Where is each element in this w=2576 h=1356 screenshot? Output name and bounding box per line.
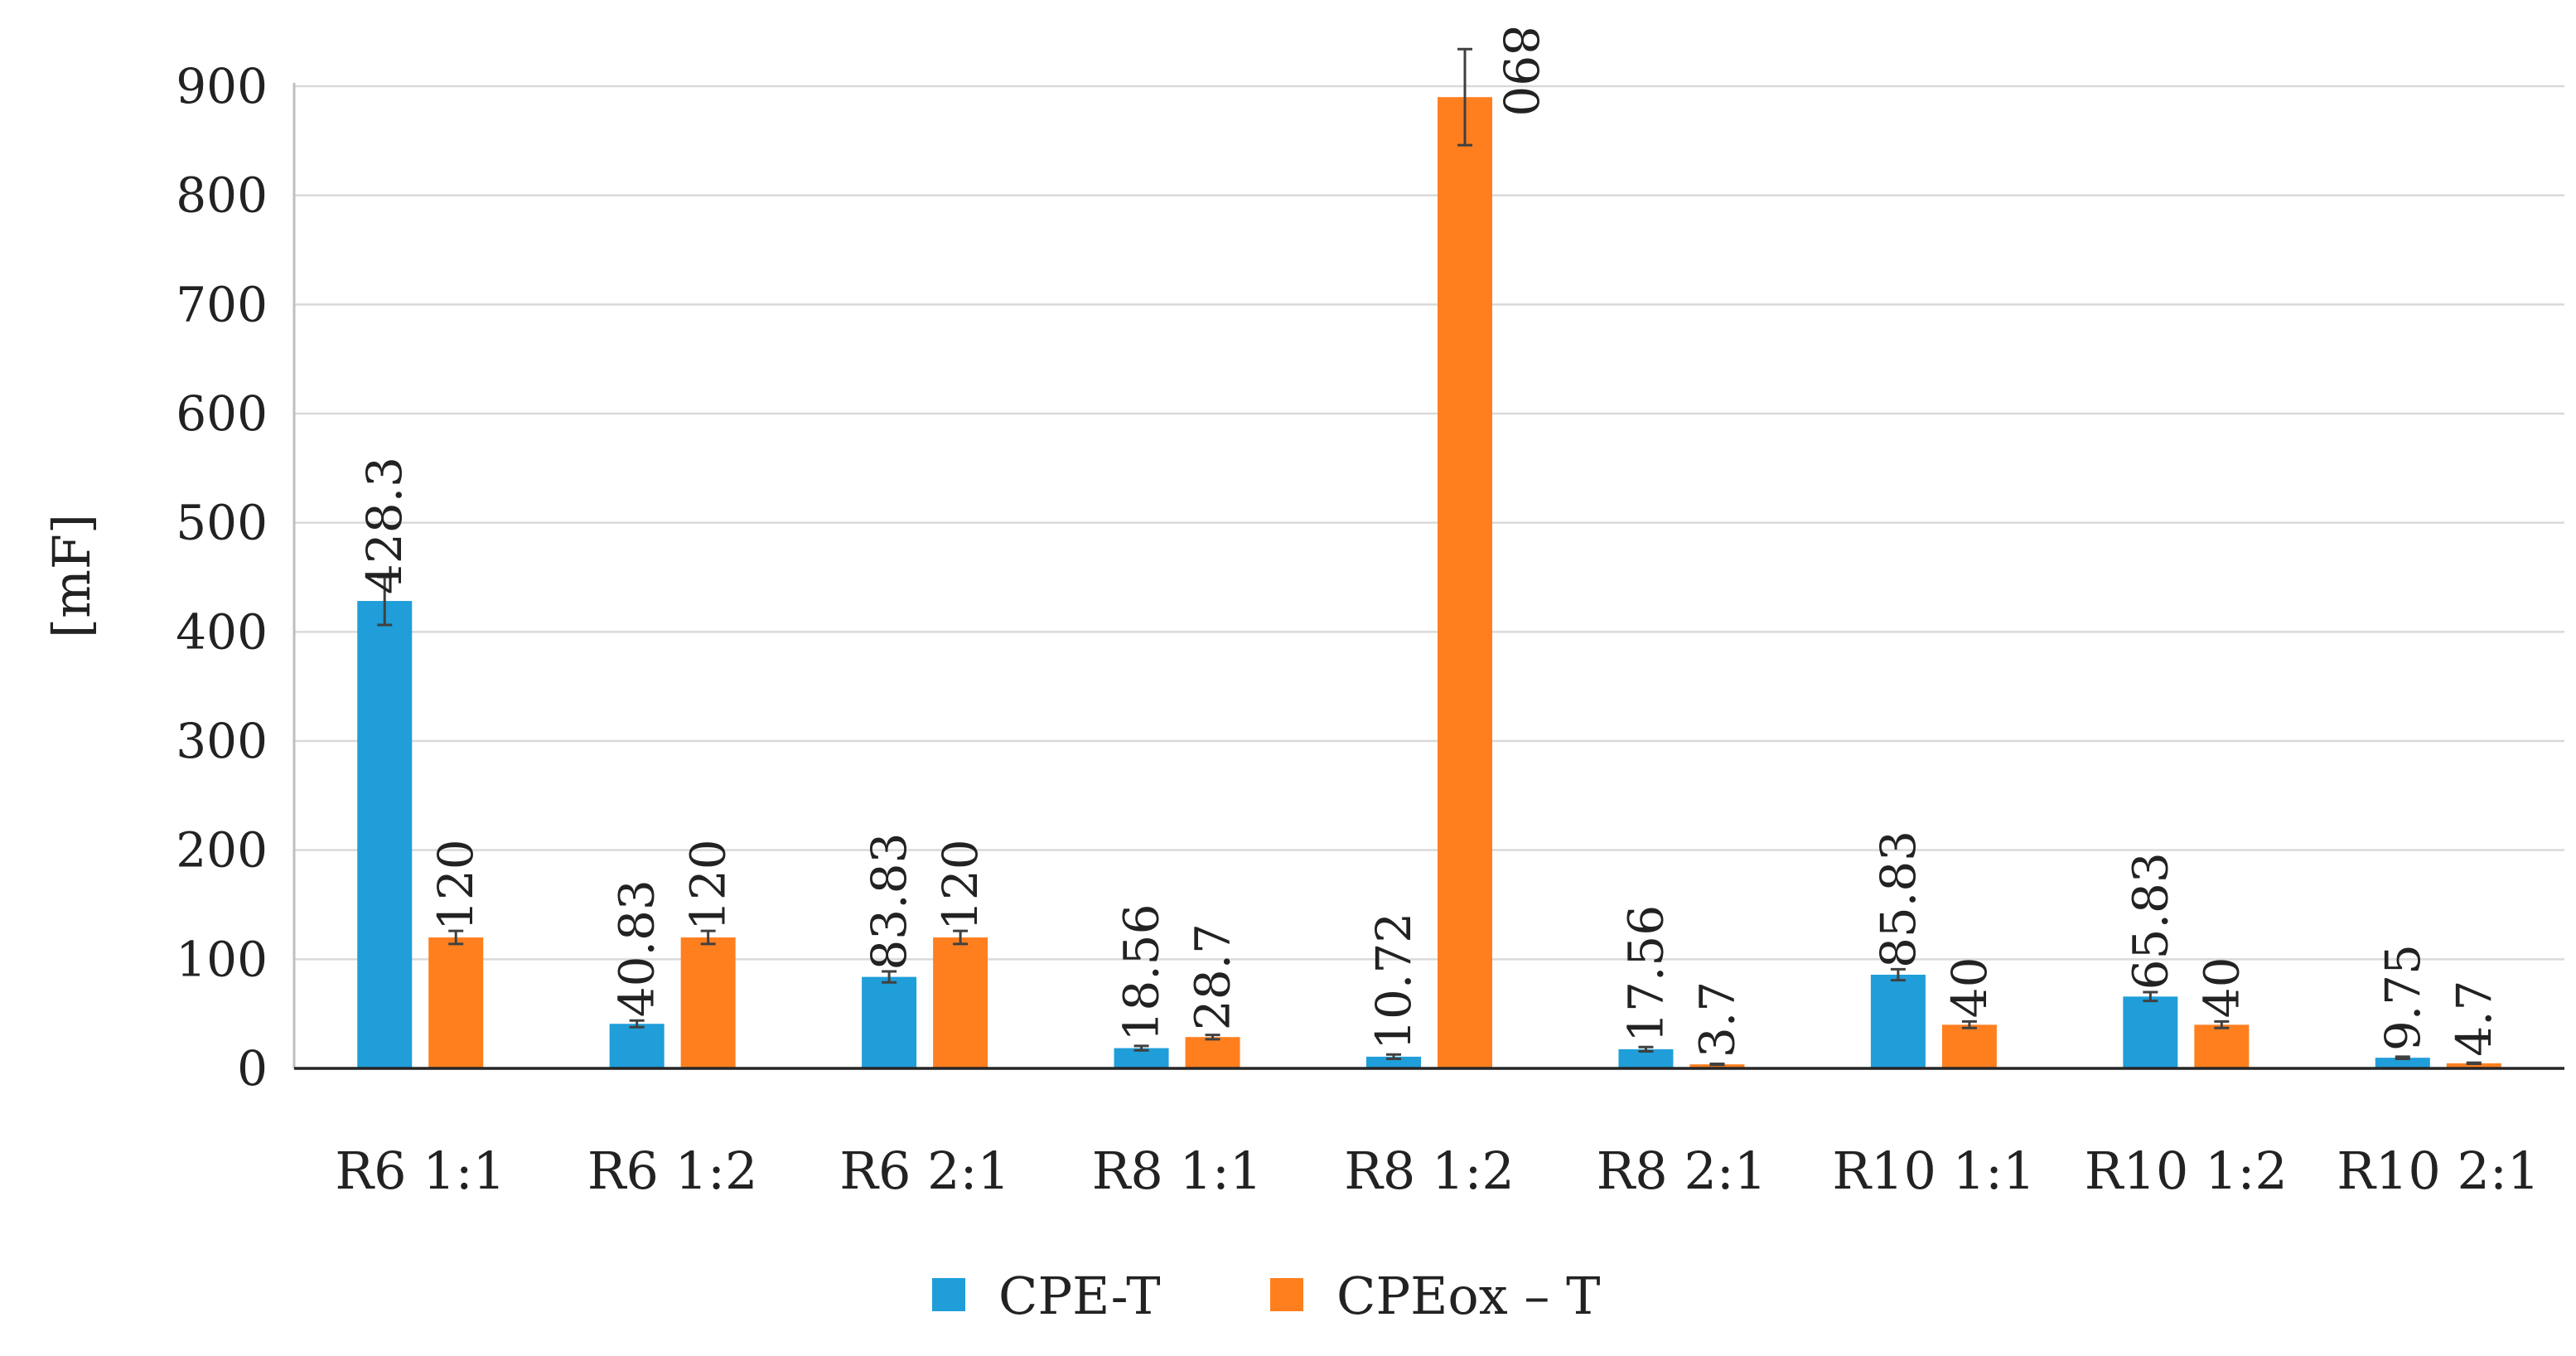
data-label: 120 [932,839,988,931]
x-tick-label: R6 1:2 [587,1140,758,1201]
bar-cpeox-t [428,937,484,1068]
bar-cpe-t [2375,1058,2430,1068]
data-label: 85.83 [1870,831,1926,968]
data-label: 65.83 [2122,852,2178,990]
data-label: 3.7 [1689,981,1745,1058]
data-label: 428.3 [356,457,413,594]
bar-cpeox-t [2194,1024,2250,1068]
error-bar [2214,1019,2230,1029]
y-tick-label: 100 [176,931,268,987]
error-bar [953,929,969,946]
bar-cpe-t [2123,996,2178,1068]
y-tick-label: 800 [176,167,268,224]
data-label: 10.72 [1365,913,1422,1050]
y-tick-label: 600 [176,385,268,442]
error-bar [1457,47,1472,147]
data-label: 120 [680,839,737,931]
error-bar [1709,1062,1725,1067]
bar-cpeox-t [680,937,736,1068]
error-bar [1961,1019,1977,1029]
legend-swatch [932,1278,965,1311]
y-tick-label: 500 [176,495,268,551]
axes [292,83,2564,1070]
data-label: 4.7 [2446,981,2502,1057]
x-tick-label: R8 1:1 [1092,1140,1263,1201]
bar-cpeox-t [2446,1063,2501,1068]
bar-cpe-t [862,976,917,1068]
legend-swatch [1270,1278,1303,1311]
bar-cpeox-t [1941,1024,1997,1068]
x-tick-label: R8 2:1 [1597,1140,1767,1201]
error-bar [2143,990,2158,1003]
bar-cpeox-t [1185,1037,1240,1068]
error-bar [882,970,897,984]
bar-cpe-t [357,601,413,1068]
error-bar [377,575,393,627]
error-bar [1205,1034,1220,1041]
error-bar [1890,967,1906,982]
labels: 0 100 200 300 400 500 600 700 800 900 R6 1:1 428.3 1… [176,25,2540,1201]
legend-item: CPE-T [932,1266,1161,1326]
error-bar [1133,1044,1149,1052]
legend-item: CPEox – T [1270,1266,1600,1326]
data-label: 40 [2193,957,2250,1019]
y-tick-label: 300 [176,713,268,769]
x-tick-label: R6 1:1 [335,1140,505,1201]
x-tick-label: R6 2:1 [839,1140,1010,1201]
data-label: 17.56 [1617,905,1674,1043]
y-tick-label: 0 [237,1040,268,1097]
x-tick-label: R10 1:2 [2085,1140,2288,1201]
y-tick-label: 200 [176,822,268,879]
y-tick-label: 400 [176,603,268,660]
bar-cpe-t [609,1024,665,1068]
bar-cpeox-t [1689,1064,1745,1068]
legend-label: CPE-T [998,1266,1161,1326]
data-label: 40 [1941,957,1998,1019]
data-label: 83.83 [861,833,917,971]
data-label: 40.83 [609,879,665,1017]
y-tick-label: 700 [176,276,268,332]
legend: CPE-T CPEox – T [932,1266,1600,1326]
y-axis-title: [mF] [41,514,102,638]
bar-cpe-t [1618,1048,1674,1068]
bar-cpe-t [1366,1056,1421,1068]
error-bar [1638,1045,1654,1053]
x-tick-label: R8 1:2 [1344,1140,1515,1201]
error-bar [700,929,716,946]
error-bar [629,1019,645,1029]
bar-cpe-t [1870,974,1926,1068]
gridlines [294,85,2564,961]
legend-label: CPEox – T [1336,1266,1600,1326]
data-label: 120 [428,839,484,931]
data-label: 18.56 [1114,904,1170,1042]
data-label: 28.7 [1185,923,1241,1030]
error-bar [448,929,464,946]
error-bar [2395,1055,2410,1060]
x-tick-label: R10 2:1 [2337,1140,2540,1201]
x-tick-label: R10 1:1 [1832,1140,2035,1201]
bars [357,47,2501,1069]
bar-cpeox-t [933,937,988,1068]
data-label: 9.75 [2375,944,2431,1051]
error-bar [1386,1053,1401,1061]
bar-cpeox-t [1438,97,1492,1069]
y-tick-label: 900 [176,58,268,114]
data-label: 890 [1492,25,1549,117]
